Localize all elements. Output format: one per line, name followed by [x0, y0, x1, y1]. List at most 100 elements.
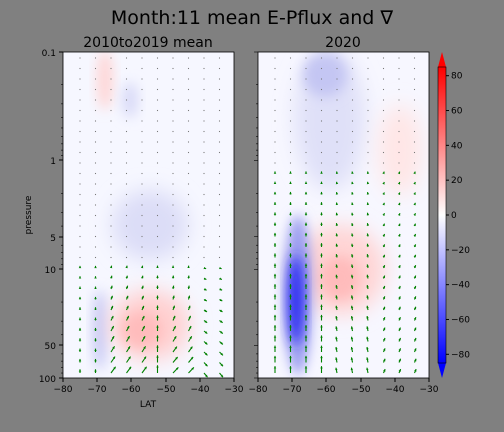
flux-arrowhead — [125, 285, 129, 289]
flux-dot — [336, 151, 338, 154]
panel-2-subtitle: 2020 — [325, 35, 361, 51]
flux-dot — [305, 67, 307, 70]
flux-arrow — [430, 359, 432, 363]
flux-dot — [429, 68, 430, 69]
flux-arrowhead — [304, 355, 308, 359]
flux-arrowhead — [320, 273, 323, 277]
flux-arrowhead — [351, 192, 354, 195]
flux-dot — [141, 256, 143, 259]
flux-arrowhead — [273, 345, 277, 348]
flux-arrow — [235, 300, 238, 302]
flux-dot — [79, 67, 81, 70]
flux-arrowhead — [126, 305, 129, 309]
flux-arrowhead — [156, 275, 159, 278]
flux-arrow — [430, 348, 432, 352]
flux-dot — [125, 225, 128, 227]
flux-arrowhead — [398, 348, 401, 351]
flux-arrowhead — [204, 320, 208, 323]
flux-dot — [94, 204, 97, 206]
flux-dot — [234, 78, 235, 79]
flux-dot — [234, 152, 235, 153]
flux-arrowhead — [191, 367, 194, 370]
flux-dot — [110, 57, 112, 59]
flux-arrowhead — [289, 284, 292, 287]
flux-dot — [94, 246, 97, 248]
flux-arrowhead — [414, 358, 417, 362]
flux-arrowhead — [110, 285, 113, 289]
flux-arrowhead — [413, 306, 417, 310]
x-tick-label: −30 — [420, 385, 439, 395]
flux-dot — [172, 141, 174, 143]
flux-arrowhead — [429, 328, 431, 331]
flux-dot — [141, 204, 143, 206]
flux-dot — [218, 225, 221, 227]
flux-dot — [156, 88, 159, 91]
flux-arrowhead — [156, 365, 159, 368]
flux-arrowhead — [289, 243, 292, 246]
flux-dot — [234, 131, 235, 132]
flux-dot — [172, 204, 174, 206]
flux-dot — [172, 225, 174, 227]
flux-dot — [110, 130, 112, 133]
flux-dot — [187, 214, 190, 217]
flux-dot — [351, 67, 354, 70]
flux-dot — [94, 67, 97, 70]
flux-arrowhead — [382, 171, 385, 175]
flux-dot — [125, 151, 128, 154]
flux-dot — [125, 183, 128, 185]
flux-arrowhead — [173, 336, 177, 339]
flux-dot — [125, 88, 128, 91]
flux-dot — [234, 257, 235, 258]
flux-dot — [141, 225, 143, 227]
flux-arrow — [430, 213, 431, 215]
flux-arrowhead — [112, 346, 115, 349]
flux-dot — [398, 57, 400, 59]
flux-dot — [382, 78, 385, 80]
flux-arrow — [235, 331, 238, 334]
flux-arrowhead — [126, 326, 130, 329]
flux-arrowhead — [235, 310, 238, 312]
flux-arrowhead — [220, 342, 223, 345]
flux-arrowhead — [304, 253, 308, 256]
flux-arrowhead — [236, 375, 238, 378]
flux-arrowhead — [429, 307, 431, 310]
flux-dot — [218, 141, 221, 143]
flux-arrowhead — [125, 275, 128, 279]
flux-arrowhead — [236, 364, 238, 367]
flux-arrowhead — [273, 366, 277, 369]
flux-dot — [156, 67, 159, 70]
flux-dot — [110, 151, 112, 154]
flux-arrowhead — [127, 336, 130, 339]
flux-arrowhead — [350, 305, 354, 309]
flux-arrowhead — [128, 356, 131, 360]
flux-arrowhead — [109, 265, 113, 269]
flux-arrowhead — [335, 223, 339, 226]
flux-dot — [218, 193, 221, 196]
flux-arrowhead — [382, 233, 385, 237]
flux-arrowhead — [110, 305, 114, 309]
flux-arrowhead — [304, 243, 308, 246]
flux-dot — [274, 120, 276, 122]
flux-arrow — [235, 310, 238, 312]
flux-arrowhead — [219, 266, 222, 270]
flux-dot — [305, 99, 307, 101]
flux-dot — [79, 214, 81, 217]
flux-dot — [382, 130, 385, 133]
flux-arrowhead — [382, 285, 386, 289]
flux-arrowhead — [350, 326, 354, 329]
flux-arrowhead — [383, 348, 386, 351]
flux-dot — [79, 120, 81, 122]
flux-arrowhead — [398, 296, 401, 299]
flux-dot — [274, 67, 276, 70]
flux-dot — [305, 109, 307, 112]
flux-dot — [336, 67, 338, 70]
flux-arrowhead — [142, 326, 145, 329]
flux-arrowhead — [351, 212, 354, 216]
flux-arrowhead — [235, 299, 238, 301]
flux-dot — [218, 172, 221, 175]
flux-dot — [94, 214, 97, 217]
flux-arrowhead — [320, 263, 323, 266]
flux-arrowhead — [273, 355, 277, 359]
flux-arrowhead — [351, 171, 354, 174]
flux-dot — [429, 57, 430, 58]
